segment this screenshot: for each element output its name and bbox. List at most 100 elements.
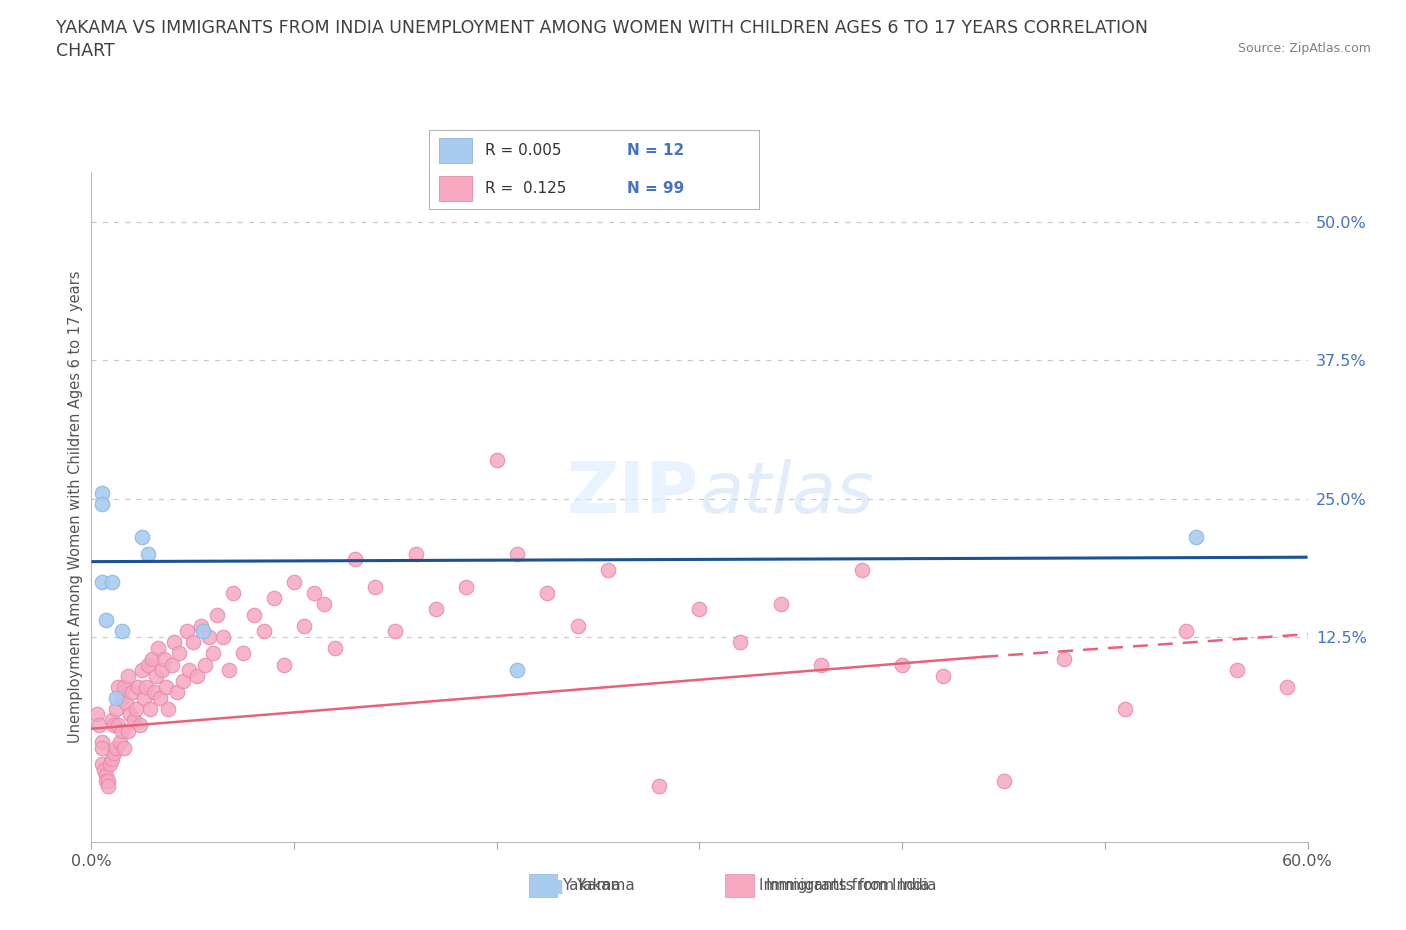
Point bbox=[1277, 679, 1299, 694]
Text: ZIP: ZIP bbox=[567, 459, 699, 528]
Point bbox=[364, 579, 387, 594]
Point bbox=[688, 602, 710, 617]
Text: Immigrants from India: Immigrants from India bbox=[766, 878, 936, 893]
Point bbox=[90, 485, 112, 500]
Point bbox=[148, 641, 170, 656]
Text: Source: ZipAtlas.com: Source: ZipAtlas.com bbox=[1237, 42, 1371, 55]
Point bbox=[104, 701, 127, 716]
Point bbox=[111, 690, 134, 705]
Point bbox=[90, 497, 112, 512]
Point bbox=[1185, 530, 1208, 545]
Point bbox=[125, 701, 148, 716]
Point bbox=[141, 652, 163, 667]
Point bbox=[93, 763, 115, 777]
Point bbox=[115, 696, 138, 711]
Point bbox=[98, 757, 121, 772]
Point bbox=[136, 547, 159, 562]
Point bbox=[456, 579, 478, 594]
Point bbox=[222, 585, 245, 600]
Point bbox=[111, 724, 134, 738]
Point bbox=[253, 624, 276, 639]
Bar bbox=[439, 139, 472, 164]
Point bbox=[107, 718, 129, 733]
Point bbox=[166, 684, 188, 699]
Point bbox=[425, 602, 447, 617]
Text: ▪: ▪ bbox=[735, 871, 755, 899]
Point bbox=[384, 624, 406, 639]
Text: N = 12: N = 12 bbox=[627, 143, 685, 158]
Text: Yakama: Yakama bbox=[562, 878, 621, 894]
Point bbox=[157, 701, 180, 716]
Text: CHART: CHART bbox=[56, 42, 115, 60]
Point bbox=[131, 530, 153, 545]
Point bbox=[111, 624, 134, 639]
Point bbox=[90, 574, 112, 589]
Point bbox=[104, 740, 127, 755]
Point bbox=[218, 663, 240, 678]
Point bbox=[485, 452, 508, 467]
Point bbox=[567, 618, 589, 633]
Point bbox=[132, 690, 155, 705]
Point bbox=[100, 712, 122, 727]
Point bbox=[263, 591, 285, 605]
Point bbox=[149, 690, 172, 705]
Point bbox=[90, 735, 112, 750]
Point bbox=[1175, 624, 1198, 639]
Point bbox=[1226, 663, 1249, 678]
Point bbox=[931, 668, 953, 683]
Point bbox=[176, 624, 198, 639]
Point bbox=[181, 635, 204, 650]
Point bbox=[118, 707, 141, 722]
Point bbox=[598, 563, 620, 578]
Point bbox=[304, 585, 326, 600]
Point bbox=[202, 646, 225, 661]
Point bbox=[127, 679, 149, 694]
Point bbox=[162, 658, 184, 672]
Text: atlas: atlas bbox=[699, 459, 875, 528]
Point bbox=[143, 684, 166, 699]
Point bbox=[851, 563, 873, 578]
Point bbox=[810, 658, 832, 672]
Point bbox=[153, 652, 176, 667]
Point bbox=[97, 778, 120, 793]
Point bbox=[323, 641, 346, 656]
Point bbox=[108, 735, 131, 750]
Text: R = 0.005: R = 0.005 bbox=[485, 143, 561, 158]
Point bbox=[343, 552, 366, 567]
Point bbox=[292, 618, 315, 633]
Point bbox=[728, 635, 751, 650]
Point bbox=[122, 712, 145, 727]
Text: ▪: ▪ bbox=[546, 871, 565, 899]
Point bbox=[993, 774, 1015, 789]
Point bbox=[155, 679, 177, 694]
Point bbox=[103, 746, 125, 761]
Point bbox=[117, 668, 139, 683]
Point bbox=[232, 646, 254, 661]
Point bbox=[163, 635, 186, 650]
Point bbox=[242, 607, 264, 622]
Point bbox=[139, 701, 162, 716]
Point bbox=[150, 663, 173, 678]
Text: YAKAMA VS IMMIGRANTS FROM INDIA UNEMPLOYMENT AMONG WOMEN WITH CHILDREN AGES 6 TO: YAKAMA VS IMMIGRANTS FROM INDIA UNEMPLOY… bbox=[56, 19, 1149, 36]
Point bbox=[283, 574, 305, 589]
Point bbox=[506, 547, 529, 562]
Point bbox=[198, 630, 221, 644]
Point bbox=[648, 778, 671, 793]
Point bbox=[205, 607, 228, 622]
Point bbox=[94, 774, 117, 789]
Point bbox=[172, 673, 194, 688]
Point bbox=[177, 663, 200, 678]
Text: R =  0.125: R = 0.125 bbox=[485, 181, 567, 196]
Point bbox=[100, 751, 122, 766]
Point bbox=[107, 679, 129, 694]
Point bbox=[167, 646, 190, 661]
Point bbox=[212, 630, 235, 644]
Point bbox=[506, 663, 529, 678]
Text: Immigrants from India: Immigrants from India bbox=[759, 878, 929, 894]
Point bbox=[103, 718, 125, 733]
Point bbox=[1053, 652, 1076, 667]
Point bbox=[89, 718, 111, 733]
Point bbox=[86, 707, 108, 722]
Y-axis label: Unemployment Among Women with Children Ages 6 to 17 years: Unemployment Among Women with Children A… bbox=[67, 271, 83, 743]
Point bbox=[97, 774, 120, 789]
